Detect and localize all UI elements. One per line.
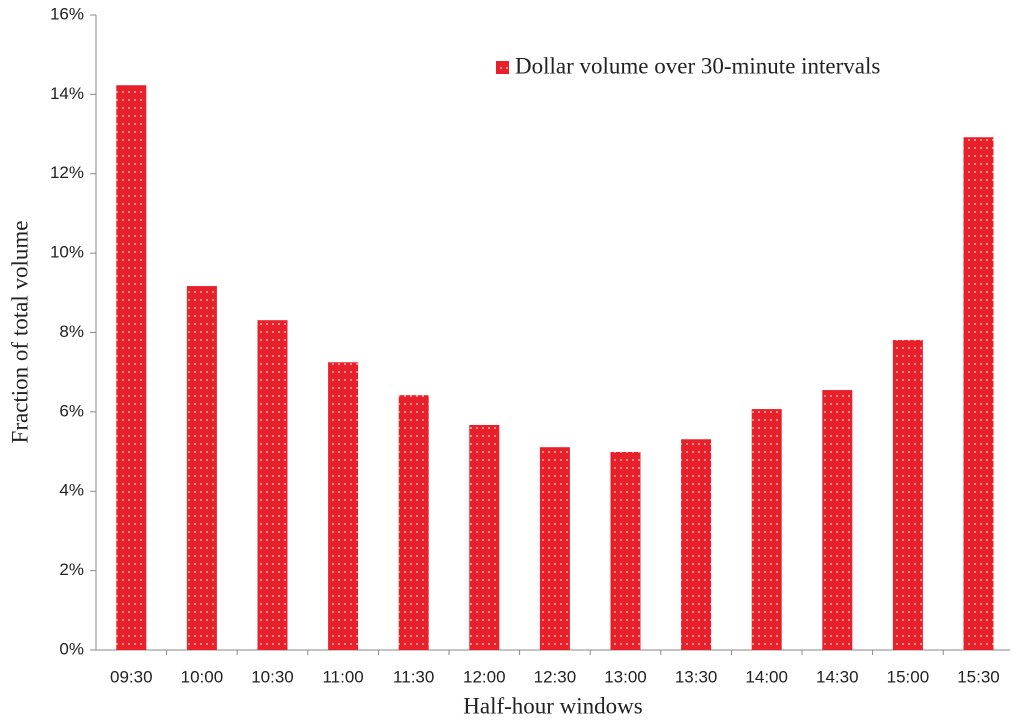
y-tick-label: 14% — [50, 84, 84, 103]
x-tick-label: 09:30 — [110, 667, 153, 686]
x-tick-label: 15:00 — [887, 667, 930, 686]
x-tick-label: 14:30 — [816, 667, 859, 686]
y-tick-label: 8% — [59, 322, 84, 341]
bar — [681, 439, 712, 650]
bar — [398, 395, 429, 650]
y-tick-label: 4% — [59, 481, 84, 500]
x-tick-label: 15:30 — [957, 667, 1000, 686]
y-tick-label: 0% — [59, 639, 84, 658]
bar — [539, 447, 570, 650]
x-tick-label: 10:00 — [181, 667, 224, 686]
legend-label: Dollar volume over 30-minute intervals — [515, 53, 880, 78]
x-tick-label: 12:30 — [534, 667, 577, 686]
y-tick-label: 16% — [50, 4, 84, 23]
x-tick-label: 14:00 — [745, 667, 788, 686]
x-tick-label: 12:00 — [463, 667, 506, 686]
x-tick-label: 13:00 — [604, 667, 647, 686]
bar — [328, 362, 359, 650]
bar — [892, 340, 923, 650]
y-tick-label: 6% — [59, 401, 84, 420]
bar — [469, 424, 500, 650]
bar — [963, 137, 994, 651]
bar — [610, 451, 641, 650]
legend-swatch-texture — [496, 61, 509, 74]
bar — [186, 286, 217, 650]
bar — [116, 85, 147, 650]
x-tick-label: 11:30 — [393, 667, 434, 686]
x-axis-title: Half-hour windows — [463, 693, 643, 718]
bar — [257, 320, 288, 650]
bar — [751, 409, 782, 650]
y-axis-title: Fraction of total volume — [7, 221, 32, 444]
y-tick-label: 10% — [50, 243, 84, 262]
y-tick-label: 2% — [59, 560, 84, 579]
bar — [822, 390, 853, 650]
y-tick-label: 12% — [50, 163, 84, 182]
x-tick-label: 10:30 — [251, 667, 294, 686]
x-tick-label: 13:30 — [675, 667, 718, 686]
x-tick-label: 11:00 — [322, 667, 363, 686]
